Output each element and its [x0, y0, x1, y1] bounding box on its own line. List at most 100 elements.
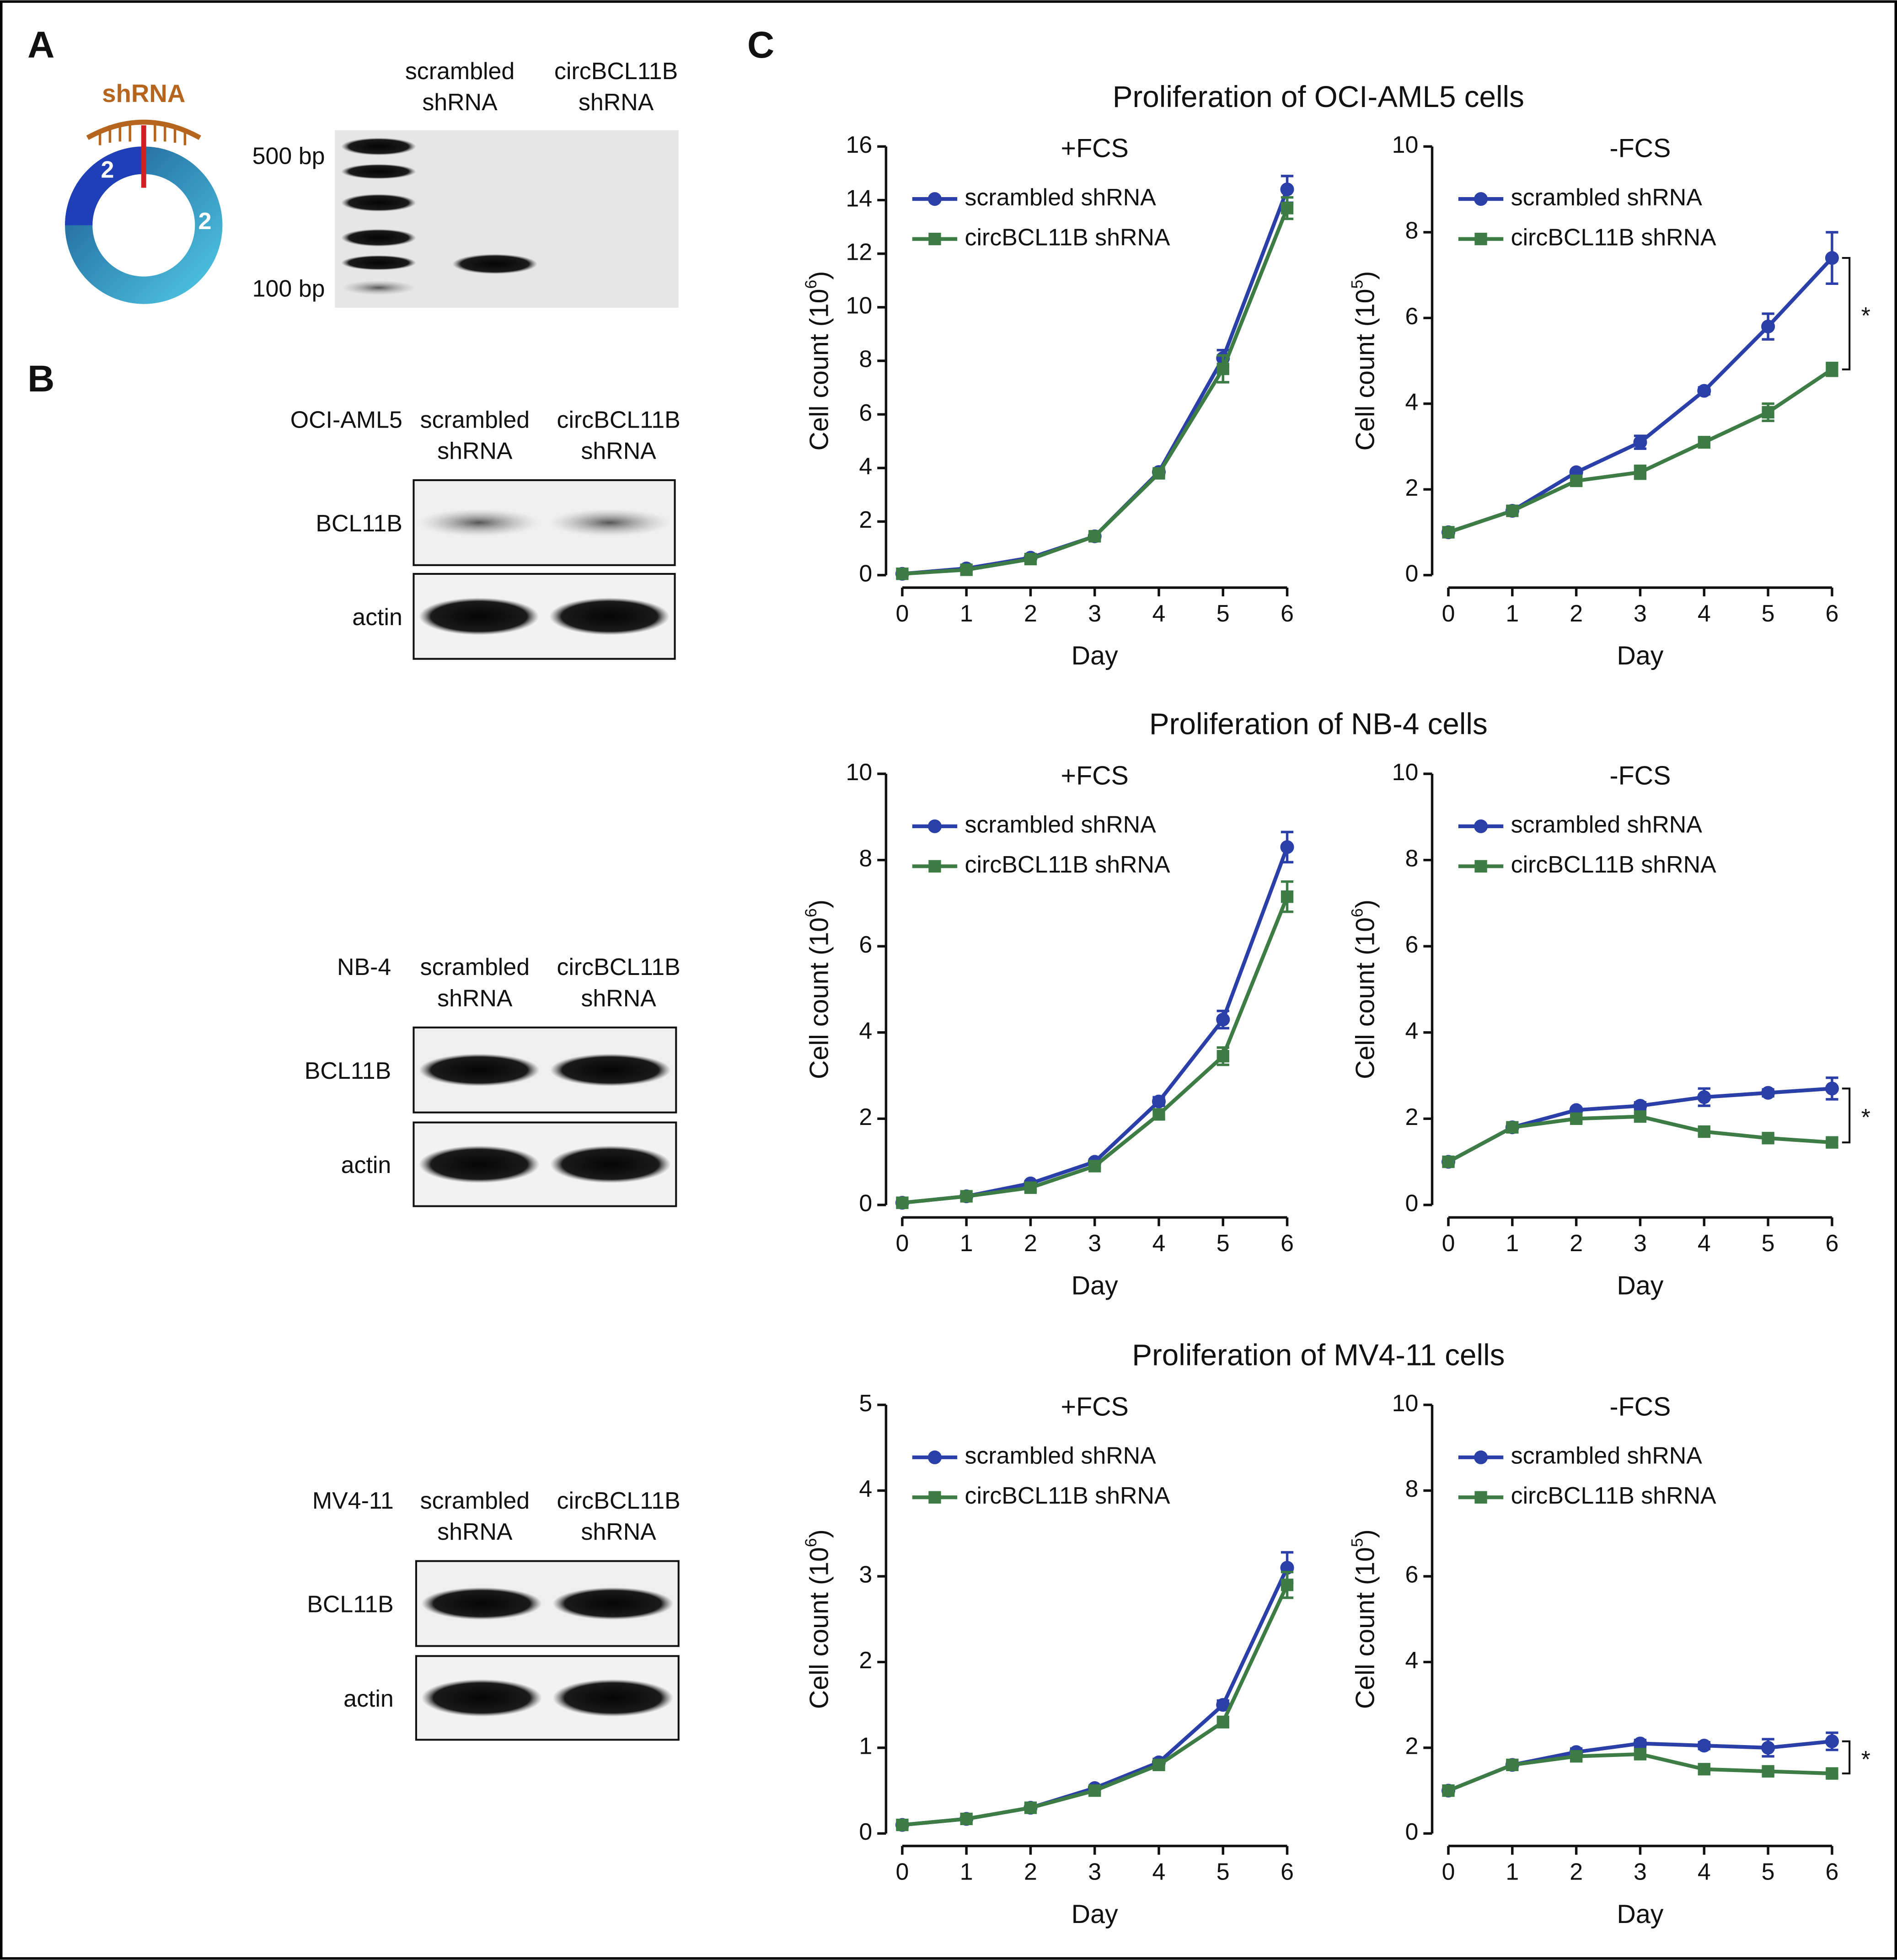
blot-band [552, 1679, 674, 1717]
blot-band [421, 1587, 542, 1620]
y-axis-label-part: Cell count (10 [804, 289, 834, 450]
legend-label: circBCL11B shRNA [965, 224, 1170, 251]
chart-subtitle: -FCS [1610, 134, 1671, 163]
legend-marker [928, 232, 941, 246]
legend-marker [928, 860, 941, 873]
y-axis-label-part: Cell count (10 [1351, 917, 1380, 1079]
blot-band [418, 597, 539, 635]
y-tick-label: 8 [1405, 845, 1419, 872]
cell-line-label: MV4-11 [312, 1488, 394, 1514]
legend-marker [928, 1491, 941, 1504]
lane-label: circBCL11B [557, 407, 681, 433]
x-tick-label: 5 [1762, 600, 1775, 627]
lane-label: shRNA [581, 1519, 656, 1545]
marker [1088, 1160, 1101, 1173]
blot-row-label: BCL11B [307, 1591, 393, 1618]
x-tick-label: 1 [1506, 600, 1519, 627]
panel-label: B [27, 358, 54, 400]
significance-bracket [1842, 1740, 1851, 1775]
x-tick-label: 4 [1152, 600, 1166, 627]
y-tick-label: 0 [859, 1819, 872, 1845]
lane-label: shRNA [437, 985, 513, 1012]
marker [1024, 552, 1037, 566]
x-tick-label: 0 [1442, 1858, 1455, 1885]
legend-marker [1474, 1491, 1487, 1504]
marker [1697, 384, 1711, 398]
marker [1761, 1740, 1775, 1755]
marker [1762, 406, 1774, 419]
y-tick-label: 2 [1405, 1733, 1419, 1760]
blot-band [418, 1146, 540, 1183]
marker [1825, 1734, 1839, 1748]
lane-label: circBCL11B [557, 1488, 681, 1514]
y-tick-label: 1 [859, 1733, 872, 1760]
legend-label: scrambled shRNA [965, 1443, 1157, 1469]
y-axis-label-part: 5 [1348, 280, 1366, 289]
marker [1506, 1121, 1519, 1134]
x-tick-label: 2 [1024, 1230, 1037, 1257]
significance-bracket [1842, 257, 1851, 370]
y-tick-label: 2 [859, 1104, 872, 1130]
y-tick-label: 0 [1405, 1819, 1419, 1845]
y-axis-label: Cell count (105) [1348, 271, 1380, 451]
exon-label: 2 [101, 157, 114, 183]
x-tick-label: 1 [1506, 1858, 1519, 1885]
x-tick-label: 3 [1088, 600, 1101, 627]
blot-row-label: actin [343, 1686, 394, 1712]
y-tick-label: 8 [859, 845, 872, 872]
x-tick-label: 1 [960, 1858, 973, 1885]
marker [1280, 840, 1294, 854]
marker [1634, 1110, 1647, 1123]
marker [1216, 362, 1229, 375]
x-tick-label: 2 [1024, 1858, 1037, 1885]
lane-label: circBCL11B [557, 954, 681, 980]
cell-line-label: OCI-AML5 [290, 407, 402, 433]
lane-label: shRNA [422, 89, 498, 116]
marker [1697, 1090, 1711, 1104]
y-tick-label: 10 [846, 759, 873, 786]
marker [1024, 1181, 1037, 1194]
y-axis-label-part: ) [1351, 1529, 1380, 1538]
blot-band [550, 1146, 671, 1183]
y-tick-label: 5 [859, 1390, 872, 1417]
size-marker: 100 bp [252, 275, 325, 302]
chart-subtitle: -FCS [1610, 761, 1671, 790]
x-tick-label: 0 [895, 600, 909, 627]
blot-band [549, 597, 670, 635]
y-tick-label: 2 [859, 507, 872, 533]
marker [1152, 1094, 1166, 1109]
x-tick-label: 1 [1506, 1230, 1519, 1257]
marker [1024, 1801, 1037, 1814]
x-tick-label: 1 [960, 1230, 973, 1257]
marker [1442, 1784, 1455, 1797]
y-axis-label-part: Cell count (10 [804, 1547, 834, 1709]
blot-row-label: BCL11B [305, 1058, 391, 1084]
y-tick-label: 12 [846, 239, 873, 265]
y-tick-label: 14 [846, 185, 873, 212]
x-tick-label: 5 [1216, 600, 1230, 627]
legend-label: scrambled shRNA [965, 184, 1157, 211]
legend-marker [927, 192, 942, 206]
marker [1216, 1050, 1229, 1063]
x-tick-label: 0 [895, 1230, 909, 1257]
y-axis-label: Cell count (106) [802, 271, 834, 451]
marker [1152, 1108, 1165, 1121]
cell-line-label: NB-4 [337, 954, 391, 980]
marker [896, 1818, 909, 1831]
x-tick-label: 6 [1825, 1230, 1838, 1257]
y-tick-label: 4 [1405, 389, 1419, 415]
marker [960, 563, 973, 576]
shrna-label: shRNA [102, 80, 185, 107]
legend-marker [927, 819, 942, 833]
western-blots: OCI-AML5 scrambled shRNA circBCL11B shRNA BCL… [290, 407, 681, 1741]
legend-label: circBCL11B shRNA [1511, 851, 1716, 878]
y-tick-label: 8 [1405, 1476, 1419, 1502]
legend-marker [927, 1450, 942, 1464]
x-axis-label: Day [1072, 1271, 1118, 1300]
y-tick-label: 10 [1392, 132, 1419, 158]
y-axis-label-part: Cell count (10 [804, 917, 834, 1079]
x-tick-label: 2 [1024, 600, 1037, 627]
